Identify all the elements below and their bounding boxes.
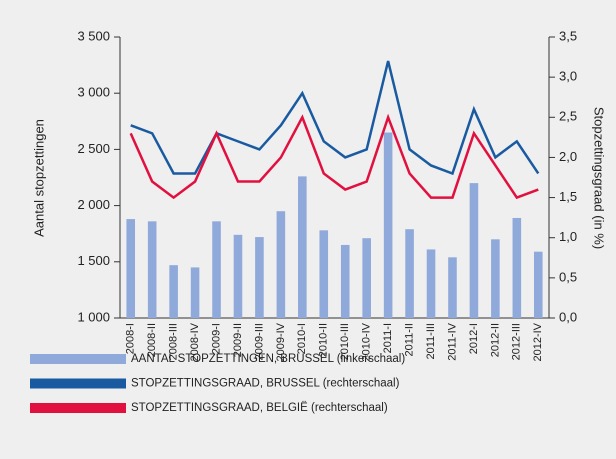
y2-tick-label: 3,5: [559, 28, 577, 43]
bar: [298, 176, 307, 318]
x-tick-label: 2011-IV: [446, 322, 458, 360]
x-tick-label: 2009-IV: [275, 322, 287, 361]
bar: [147, 221, 157, 318]
bar: [405, 229, 414, 318]
bar: [491, 239, 500, 318]
bar: [533, 251, 543, 318]
y-axis-label: Aantal stopzettingen: [31, 119, 46, 237]
x-tick-label: 2010-IV: [361, 322, 373, 361]
bar: [383, 132, 393, 318]
x-tick-label: 2008-I: [125, 323, 137, 354]
line: [130, 60, 540, 176]
x-tick-label: 2012-IV: [532, 322, 544, 361]
x-tick-label: 2012-II: [489, 323, 501, 357]
bar: [469, 183, 479, 318]
bar: [512, 217, 522, 318]
x-tick-label: 2008-II: [146, 323, 158, 357]
y2-tick-label: 2,5: [559, 109, 577, 124]
y-tick-label: 1 000: [77, 309, 110, 324]
y2-tick-label: 2,0: [559, 149, 577, 164]
x-tick-label: 2012-I: [468, 323, 480, 354]
x-tick-label: 2008-IV: [189, 322, 201, 361]
bar: [340, 244, 350, 318]
x-tick-label: 2011-III: [425, 323, 437, 360]
y2-tick-label: 1,5: [559, 189, 577, 204]
bar: [190, 267, 200, 318]
y-tick-label: 3 000: [77, 85, 110, 100]
x-tick-label: 2010-II: [318, 323, 330, 357]
y-tick-label: 2 500: [77, 141, 110, 156]
y-tick-label: 3 500: [77, 28, 110, 43]
legend-swatch: [30, 354, 126, 364]
x-tick-label: 2009-III: [253, 323, 265, 360]
legend-label: STOPZETTINGSGRAAD, BELGIË (rechterschaal…: [131, 402, 388, 414]
y-tick-label: 1 500: [77, 253, 110, 268]
legend-swatch: [30, 378, 126, 389]
bar: [362, 238, 371, 318]
bar: [448, 257, 457, 318]
bar: [426, 249, 436, 318]
bar: [212, 221, 221, 318]
bar: [126, 219, 136, 318]
legend-label: STOPZETTINGSGRAAD, BRUSSEL (rechterschaa…: [131, 378, 400, 390]
x-tick-label: 2012-III: [511, 323, 523, 360]
x-tick-label: 2008-III: [168, 323, 180, 360]
legend-swatch: [30, 403, 126, 413]
x-tick-label: 2009-I: [210, 323, 222, 354]
y2-tick-label: 0,0: [559, 309, 577, 324]
x-tick-label: 2009-II: [232, 323, 244, 357]
line: [129, 113, 539, 200]
bar: [319, 230, 329, 318]
y2-tick-label: 3,0: [559, 69, 577, 84]
y2-tick-label: 0,5: [559, 269, 577, 284]
bar: [255, 237, 264, 318]
y2-tick-label: 1,0: [559, 229, 577, 244]
x-tick-label: 2010-III: [339, 323, 351, 360]
x-tick-label: 2010-I: [296, 323, 308, 354]
x-tick-label: 2011-I: [382, 323, 394, 353]
bar: [233, 234, 243, 318]
bar: [169, 265, 178, 318]
x-tick-label: 2011-II: [403, 323, 415, 356]
y-tick-label: 2 000: [77, 197, 110, 212]
legend-label: AANTAL STOPZETTINGEN, BRUSSEL (linkersch…: [131, 353, 405, 365]
y2-axis-label: Stopzettingsgraad (in %): [592, 107, 607, 249]
bar: [276, 211, 286, 318]
